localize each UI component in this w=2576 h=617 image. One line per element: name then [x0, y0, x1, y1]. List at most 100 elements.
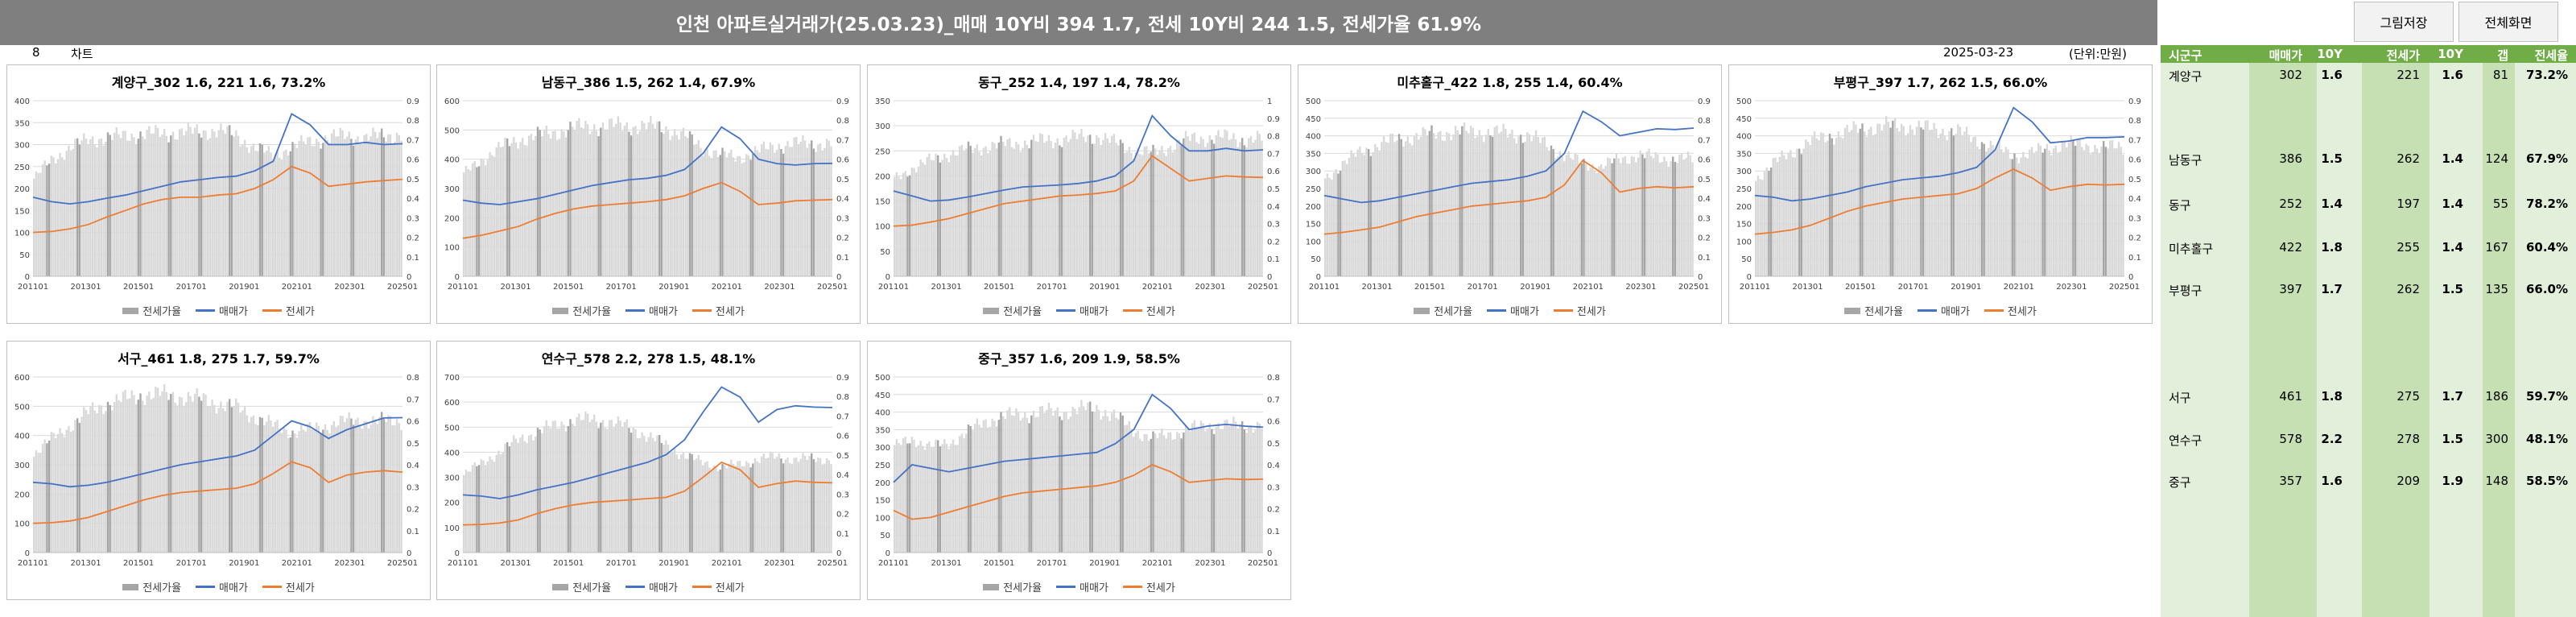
ratio-bar: [139, 393, 142, 553]
ratio-bar: [1959, 126, 1962, 276]
ratio-bar: [2089, 154, 2092, 276]
chart-legend: 전세가율 매매가 전세가: [868, 579, 1290, 594]
ratio-bar: [378, 416, 381, 553]
ratio-bar: [1382, 136, 1385, 276]
ratio-bar: [1456, 130, 1459, 276]
ratio-bar: [196, 387, 198, 553]
ratio-bar: [1344, 160, 1346, 276]
ratio-bar: [2104, 147, 2107, 276]
ratio-bar: [1261, 429, 1263, 553]
ratio-bar: [41, 443, 44, 553]
y-tick-label: 250: [1736, 185, 1752, 194]
ratio-bar: [118, 134, 120, 276]
ratio-bar: [387, 415, 390, 553]
ratio-bar: [1180, 145, 1183, 276]
chart-title: 서구_461 1.8, 275 1.7, 59.7%: [118, 351, 320, 366]
save-image-button[interactable]: 그림저장: [2354, 2, 2454, 42]
ratio-bar: [687, 458, 689, 553]
ratio-bar: [1019, 420, 1022, 553]
ratio-bar: [111, 139, 114, 276]
ratio-bar: [98, 404, 101, 553]
ratio-bar: [270, 152, 272, 276]
ratio-bar: [767, 458, 770, 553]
ratio-bar: [174, 139, 176, 276]
x-tick-label: 202501: [1678, 283, 1709, 292]
ratio-bar: [935, 439, 937, 553]
ratio-bar: [463, 172, 465, 276]
y-tick-label: 0: [455, 273, 460, 282]
ratio-bar: [1224, 129, 1226, 276]
ratio-bar: [922, 445, 924, 553]
ratio-bar: [982, 420, 985, 553]
ratio-bar: [361, 429, 364, 553]
ratio-bar: [1013, 148, 1015, 276]
ratio-bar: [1119, 412, 1122, 553]
ratio-bar: [1913, 135, 1916, 276]
ratio-bar: [391, 424, 394, 553]
ratio-bar: [1183, 432, 1185, 553]
ratio-bar: [708, 467, 711, 553]
chart-svg: 05010015020025030035040045050000.10.20.3…: [1736, 97, 2141, 292]
ratio-bar: [208, 138, 212, 276]
ratio-bar: [350, 418, 353, 553]
ratio-bar: [345, 136, 349, 276]
ratio-bar: [1883, 124, 1885, 276]
ratio-bar: [595, 130, 598, 276]
ratio-bar: [1424, 129, 1426, 276]
ratio-bar: [2008, 159, 2012, 276]
y-tick-label: 450: [875, 391, 890, 400]
ratio-bar: [1108, 420, 1111, 553]
ratio-bar: [1352, 153, 1355, 276]
y2-tick-label: 0.4: [1267, 462, 1280, 470]
ratio-bar: [600, 127, 602, 276]
unit-label: (단위:만원): [2069, 47, 2127, 61]
ratio-bar: [771, 453, 774, 553]
fullscreen-button[interactable]: 전체화면: [2458, 2, 2558, 42]
table-row: 동구 252 1.4 197 1.4 55 78.2%: [2161, 195, 2576, 213]
ratio-bar: [545, 420, 547, 553]
ratio-bar: [46, 165, 48, 276]
ratio-bar: [185, 130, 188, 276]
ratio-bar: [995, 148, 998, 276]
y-tick-label: 0: [25, 549, 30, 558]
ratio-bar: [952, 439, 955, 553]
ratio-bar: [1015, 408, 1018, 553]
ratio-bar: [730, 459, 733, 553]
ratio-bar: [541, 136, 543, 276]
ratio-bar: [719, 155, 721, 276]
ratio-bar: [1528, 134, 1531, 276]
x-tick-label: 202301: [2056, 283, 2087, 292]
ratio-bar: [389, 416, 392, 553]
ratio-bar: [1837, 131, 1839, 276]
ratio-bar: [535, 135, 537, 276]
ratio-bar: [1939, 133, 1942, 276]
ratio-bar: [1104, 133, 1107, 276]
legend-sale-label: 매매가: [1941, 306, 1970, 318]
ratio-bar: [765, 458, 767, 553]
ratio-bar: [669, 452, 671, 553]
ratio-bar: [517, 442, 519, 553]
ratio-bar: [715, 466, 717, 553]
ratio-bar: [1520, 135, 1522, 276]
ratio-bar: [1228, 139, 1231, 276]
ratio-bar: [1667, 167, 1670, 276]
ratio-bar: [159, 395, 161, 553]
ratio-bar: [923, 449, 927, 553]
ratio-bar: [1580, 163, 1583, 276]
legend-jeonse: 전세가: [691, 579, 745, 594]
cell-sale10: 1.4: [2321, 197, 2343, 211]
ratio-bar: [1983, 143, 1985, 276]
ratio-bar: [65, 151, 68, 276]
legend-sale: 매매가: [1487, 303, 1539, 318]
y2-tick-label: 0.6: [1698, 156, 1711, 165]
ratio-bar: [1813, 131, 1816, 276]
y2-tick-label: 0.4: [836, 471, 849, 480]
ratio-bar: [1909, 125, 1912, 276]
ratio-bar: [812, 148, 815, 276]
ratio-bar: [950, 155, 952, 276]
x-tick-label: 201101: [448, 283, 478, 292]
ratio-bar: [1133, 437, 1135, 553]
summary-table: 시군구 매매가 10Y 전세가 10Y 갭 전세율 계양구 302 1.6 221 1.…: [2161, 45, 2576, 617]
ratio-bar: [217, 408, 220, 553]
legend-jeonse: 전세가: [262, 303, 315, 318]
